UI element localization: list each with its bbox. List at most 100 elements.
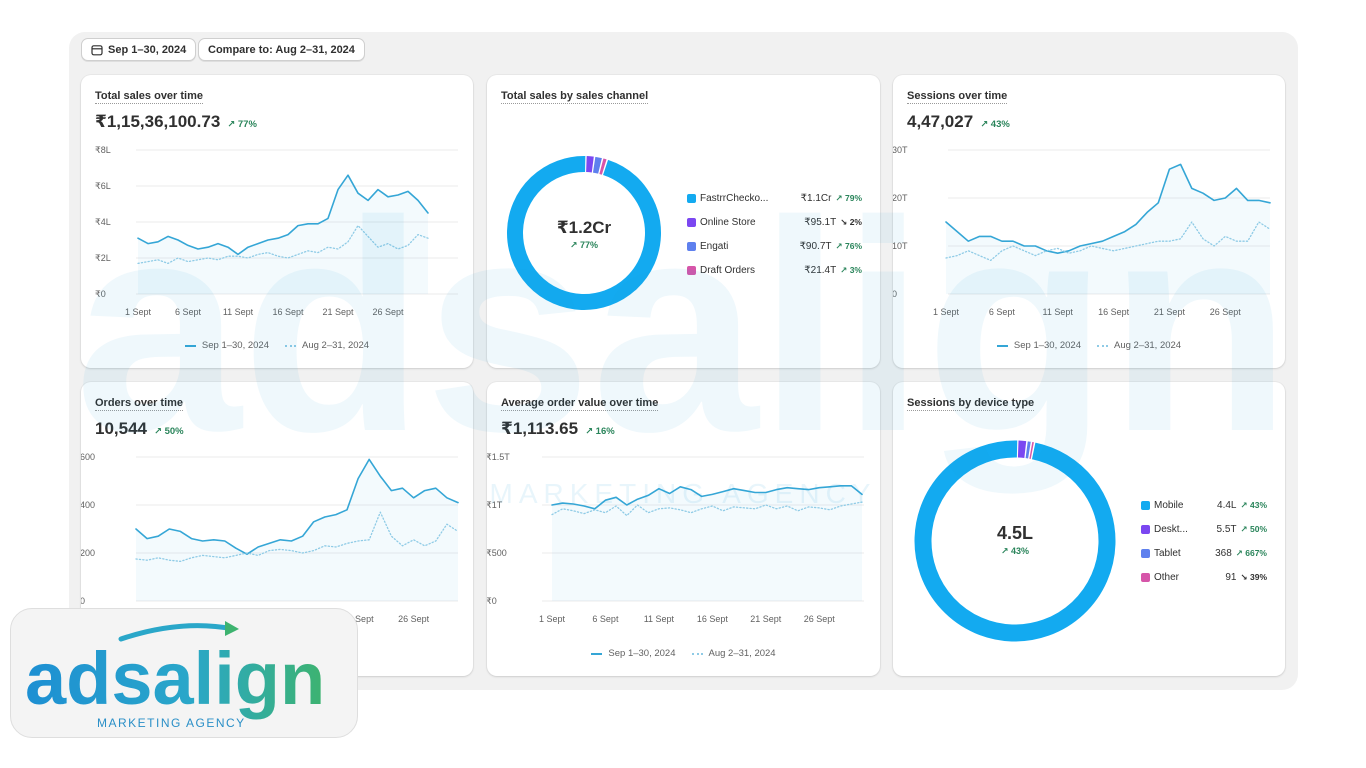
legend-value: ₹21.4T ↗ 3% xyxy=(804,265,862,276)
legend-name: Engati xyxy=(700,240,729,252)
chart-legend: Sep 1–30, 2024 Aug 2–31, 2024 xyxy=(487,648,880,659)
date-range-label: Sep 1–30, 2024 xyxy=(108,43,187,56)
legend-previous-label: Aug 2–31, 2024 xyxy=(1114,340,1182,351)
legend-delta: ↗ 76% xyxy=(835,240,863,251)
legend-name: Tablet xyxy=(1154,547,1181,559)
card-title[interactable]: Average order value over time xyxy=(501,397,659,411)
legend-value: ₹90.7T ↗ 76% xyxy=(800,241,862,252)
card-title[interactable]: Total sales over time xyxy=(95,90,204,104)
metric: ₹1,15,36,100.73 ↗ 77% xyxy=(95,112,257,132)
brand-logo: adsalign MARKETING AGENCY xyxy=(25,621,325,730)
donut-legend-row[interactable]: Engati ₹90.7T ↗ 76% xyxy=(687,234,862,258)
donut-center: 4.5L ↗ 43% xyxy=(970,523,1060,557)
series-line-current xyxy=(551,485,863,510)
x-tick-label: 21 Sept xyxy=(1154,307,1186,317)
total-sales-card[interactable]: Total sales over time ₹1,15,36,100.73 ↗ … xyxy=(81,75,473,368)
chart-plot: 0 200 400 600 21 Sept 26 Sept xyxy=(81,452,459,624)
legend-previous[interactable]: Aug 2–31, 2024 xyxy=(691,648,776,659)
legend-value-text: 368 xyxy=(1215,547,1232,559)
metric: 4,47,027 ↗ 43% xyxy=(907,112,1010,132)
card-title[interactable]: Orders over time xyxy=(95,397,184,411)
legend-current[interactable]: Sep 1–30, 2024 xyxy=(591,648,676,659)
metric-delta: ↗ 43% xyxy=(980,119,1010,130)
legend-swatch xyxy=(1141,572,1150,582)
sessions-chart[interactable]: 0 10T 20T 30T 1 Sept 6 Sept 11 Sept 16 Sept 21 S… xyxy=(893,75,1285,368)
legend-delta: ↘ 2% xyxy=(840,216,862,227)
total-sales-chart[interactable]: ₹0 ₹2L ₹4L ₹6L ₹8L 1 Sept 6 Sept 11 Sept 16 Sept… xyxy=(81,75,473,368)
legend-value-text: 4.4L xyxy=(1217,499,1237,511)
metric-value: ₹1,113.65 xyxy=(501,419,579,438)
legend-current[interactable]: Sep 1–30, 2024 xyxy=(996,340,1081,351)
x-tick-label: 11 Sept xyxy=(223,307,254,317)
compare-button[interactable]: Compare to: Aug 2–31, 2024 xyxy=(198,38,365,61)
metric: 10,544 ↗ 50% xyxy=(95,419,184,439)
y-tick-label: ₹2L xyxy=(95,253,111,263)
donut-legend-row[interactable]: Other 91 ↘ 39% xyxy=(1141,565,1267,589)
legend-delta: ↗ 43% xyxy=(1240,499,1268,510)
donut-center-delta: ↗ 77% xyxy=(569,240,599,250)
y-tick-label: ₹500 xyxy=(487,548,507,558)
legend-current-label: Sep 1–30, 2024 xyxy=(201,340,269,351)
legend-name: FastrrChecko... xyxy=(700,192,769,204)
legend-delta: ↗ 50% xyxy=(1240,523,1268,534)
legend-swatch xyxy=(1141,548,1150,558)
legend-previous[interactable]: Aug 2–31, 2024 xyxy=(1097,340,1181,351)
card-title[interactable]: Sessions by device type xyxy=(907,397,1035,411)
card-title[interactable]: Sessions over time xyxy=(907,90,1008,104)
x-tick-label: 21 Sept xyxy=(750,614,782,624)
donut-legend-row[interactable]: Mobile 4.4L ↗ 43% xyxy=(1141,493,1267,517)
legend-value: 91 ↘ 39% xyxy=(1225,572,1267,583)
legend-name: Draft Orders xyxy=(700,264,756,276)
donut-legend: FastrrChecko... ₹1.1Cr ↗ 79% Online Store ₹9… xyxy=(687,186,862,282)
legend-value-text: ₹21.4T xyxy=(804,264,837,276)
aov-card[interactable]: Average order value over time ₹1,113.65 … xyxy=(487,382,880,676)
y-tick-label: ₹0 xyxy=(487,596,497,606)
y-tick-label: 600 xyxy=(81,452,95,462)
date-range-button[interactable]: Sep 1–30, 2024 xyxy=(81,38,197,61)
x-tick-label: 26 Sept xyxy=(1210,307,1242,317)
x-tick-label: 16 Sept xyxy=(697,614,729,624)
donut-legend-row[interactable]: Tablet 368 ↗ 667% xyxy=(1141,541,1267,565)
chart-legend: Sep 1–30, 2024 Aug 2–31, 2024 xyxy=(81,340,473,351)
chart-plot: ₹0 ₹500 ₹1T ₹1.5T 1 Sept 6 Sept 11 Sept 16 Sept… xyxy=(487,452,864,624)
device-card[interactable]: Sessions by device type 4.5L ↗ 43% Mobil… xyxy=(893,382,1285,676)
x-tick-label: 6 Sept xyxy=(175,307,202,317)
aov-chart[interactable]: ₹0 ₹500 ₹1T ₹1.5T 1 Sept 6 Sept 11 Sept 16 Sept… xyxy=(487,382,880,676)
orders-chart[interactable]: 0 200 400 600 21 Sept 26 Sept xyxy=(81,382,473,676)
chart-plot: 0 10T 20T 30T 1 Sept 6 Sept 11 Sept 16 Sept 21 S… xyxy=(893,145,1271,317)
donut-legend-row[interactable]: FastrrChecko... ₹1.1Cr ↗ 79% xyxy=(687,186,862,210)
legend-value-text: ₹90.7T xyxy=(799,240,832,252)
legend-value: 4.4L ↗ 43% xyxy=(1217,500,1267,511)
legend-previous[interactable]: Aug 2–31, 2024 xyxy=(285,340,369,351)
donut-center-value: 4.5L xyxy=(996,523,1034,543)
metric-value: 10,544 xyxy=(95,419,147,438)
donut-legend: Mobile 4.4L ↗ 43% Deskt... 5.5T ↗ 50% Tablet 36… xyxy=(1141,493,1267,589)
y-tick-label: 400 xyxy=(81,500,95,510)
donut-center-delta: ↗ 43% xyxy=(1000,546,1030,556)
legend-value-text: ₹95.1T xyxy=(804,216,837,228)
legend-swatch xyxy=(1141,524,1150,534)
legend-swatch xyxy=(687,241,696,251)
logo-tagline: MARKETING AGENCY xyxy=(97,716,246,730)
legend-delta: ↗ 79% xyxy=(835,192,863,203)
donut-legend-row[interactable]: Deskt... 5.5T ↗ 50% xyxy=(1141,517,1267,541)
metric-value: ₹1,15,36,100.73 xyxy=(95,112,221,131)
y-tick-label: ₹1.5T xyxy=(487,452,510,462)
legend-current[interactable]: Sep 1–30, 2024 xyxy=(184,340,269,351)
donut-legend-row[interactable]: Draft Orders ₹21.4T ↗ 3% xyxy=(687,258,862,282)
sales-channel-donut[interactable] xyxy=(487,75,880,368)
donut-slice xyxy=(507,156,661,310)
y-tick-label: 0 xyxy=(81,596,85,606)
sessions-card[interactable]: Sessions over time 4,47,027 ↗ 43% 0 10T 20… xyxy=(893,75,1285,368)
y-tick-label: 20T xyxy=(893,193,908,203)
legend-value-text: 91 xyxy=(1225,571,1237,583)
x-tick-label: 6 Sept xyxy=(989,307,1016,317)
x-tick-label: 26 Sept xyxy=(398,614,430,624)
legend-value: ₹1.1Cr ↗ 79% xyxy=(801,193,862,204)
device-donut[interactable] xyxy=(893,382,1285,676)
sales-channel-card[interactable]: Total sales by sales channel ₹1.2Cr ↗ 77… xyxy=(487,75,880,368)
card-title[interactable]: Total sales by sales channel xyxy=(501,90,649,104)
donut-legend-row[interactable]: Online Store ₹95.1T ↘ 2% xyxy=(687,210,862,234)
legend-name: Deskt... xyxy=(1154,523,1188,535)
x-tick-label: 6 Sept xyxy=(592,614,619,624)
